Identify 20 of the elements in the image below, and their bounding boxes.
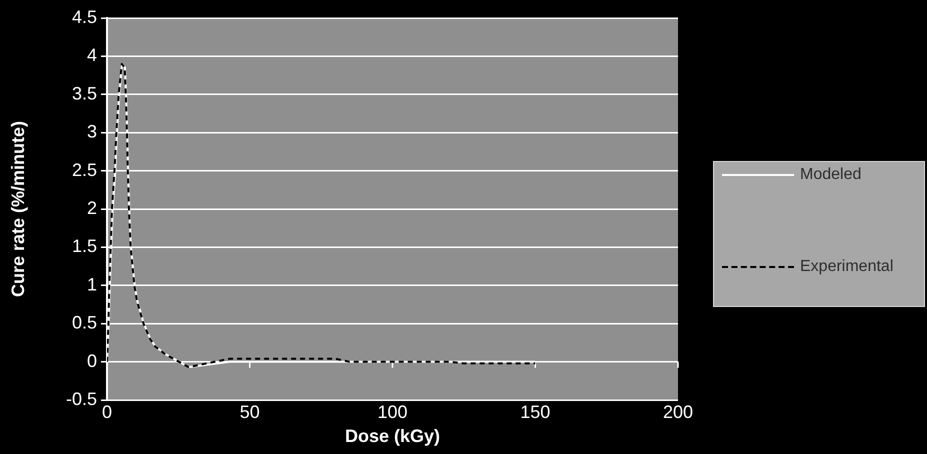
y-axis-title: Cure rate (%/minute) [8,120,28,298]
x-axis-title: Dose (kGy) [344,426,440,446]
y-tick-label: 4 [86,45,97,66]
y-tick-label: 0.5 [72,312,97,333]
y-tick-label: -0.5 [66,388,97,409]
y-tick-label: 1.5 [72,236,97,256]
y-tick-label: 2.5 [72,160,97,180]
legend-label: Experimental [800,258,894,276]
y-tick-label: 0 [86,350,97,371]
x-tick-label: 50 [240,402,260,422]
x-tick-label: 150 [520,402,550,422]
x-tick-label: 0 [102,402,112,422]
y-tick-label: 1 [86,274,97,294]
y-tick-label: 3.5 [72,83,97,104]
y-tick-label: 3 [86,122,97,142]
legend-label: Modeled [800,166,862,184]
x-tick-label: 100 [377,402,408,422]
x-tick-label: 200 [662,402,694,422]
y-tick-label: 4.5 [72,6,97,27]
y-tick-label: 2 [86,198,97,218]
